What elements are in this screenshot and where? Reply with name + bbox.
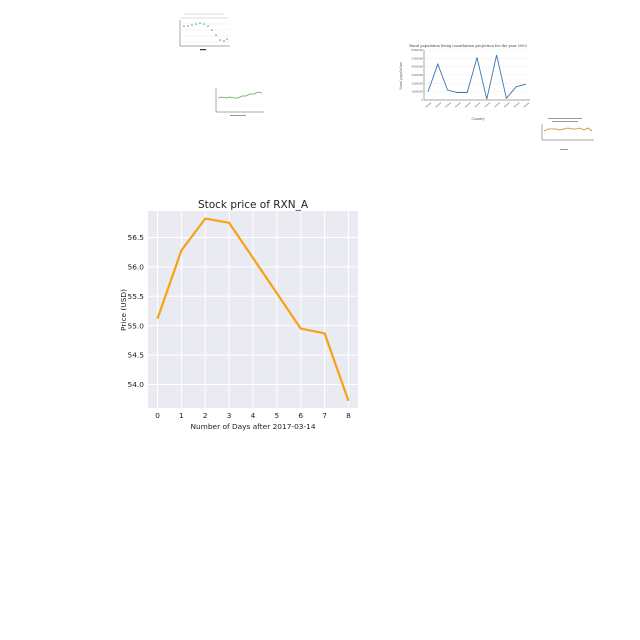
thumbnail-line-chart-orange	[534, 114, 596, 152]
y-axis-label: Price (USD)	[119, 289, 128, 331]
chart-title: Stock price of RXN_A	[198, 199, 309, 211]
rural-x-tick-mark	[474, 102, 481, 108]
rural-y-tick-label: 0	[421, 98, 423, 102]
x-tick-label: 6	[298, 411, 303, 420]
rural-y-tick-label: 3000000	[411, 73, 423, 77]
x-tick-label: 0	[155, 411, 160, 420]
rural-x-tick-mark	[425, 102, 432, 108]
rural-x-tick-mark	[464, 102, 471, 108]
rural-x-tick-mark	[513, 102, 520, 108]
rural-x-tick-mark	[503, 102, 510, 108]
x-tick-label: 7	[322, 411, 327, 420]
x-tick-label: 2	[203, 411, 208, 420]
x-tick-label: 1	[179, 411, 184, 420]
rural-chart-xlabel: Country	[471, 117, 484, 121]
y-tick-label: 56.5	[128, 233, 145, 242]
x-axis-ticks: 0 1 2 3 4 5 6 7 8	[155, 411, 351, 420]
grid	[148, 211, 358, 408]
x-tick-label: 3	[227, 411, 232, 420]
x-tick-label: 5	[275, 411, 280, 420]
y-tick-label: 54.5	[128, 351, 145, 360]
rural-x-tick-mark	[523, 102, 530, 108]
stock-price-chart: Stock price of RXN_A 54.0 54.5 55.0 55.5 56.…	[110, 192, 376, 434]
rural-chart-ylabel: Rural population	[399, 62, 403, 89]
rural-chart-title: Rural population living conurbation proj…	[409, 44, 527, 48]
y-tick-label: 56.0	[128, 262, 145, 271]
thumbnail-scatter-chart	[170, 10, 236, 54]
data-points	[157, 218, 349, 401]
rural-x-tick-mark	[445, 102, 452, 108]
rural-y-tick-label: 4000000	[411, 65, 423, 69]
y-tick-label: 55.0	[128, 321, 145, 330]
rural-x-tick-mark	[484, 102, 491, 108]
rural-y-tick-label: 5000000	[411, 56, 423, 60]
x-tick-label: 8	[346, 411, 351, 420]
rural-y-tick-label: 2000000	[411, 81, 423, 85]
rural-population-chart: Rural population living conurbation proj…	[396, 40, 532, 124]
y-axis-ticks: 54.0 54.5 55.0 55.5 56.0 56.5	[128, 233, 145, 389]
thumbnail-line-chart-green	[208, 84, 268, 120]
y-tick-label: 54.0	[128, 380, 145, 389]
rural-y-tick-label: 1000000	[411, 90, 423, 94]
x-tick-label: 4	[251, 411, 256, 420]
rural-x-tick-mark	[435, 102, 442, 108]
series-line-rxn-a	[156, 217, 350, 402]
rural-x-tick-mark	[494, 102, 501, 108]
rural-y-tick-label: 6000000	[411, 48, 423, 52]
rural-x-tick-mark	[454, 102, 461, 108]
y-tick-label: 55.5	[128, 292, 145, 301]
rural-series-line	[427, 54, 527, 100]
x-axis-label: Number of Days after 2017-03-14	[190, 422, 315, 431]
